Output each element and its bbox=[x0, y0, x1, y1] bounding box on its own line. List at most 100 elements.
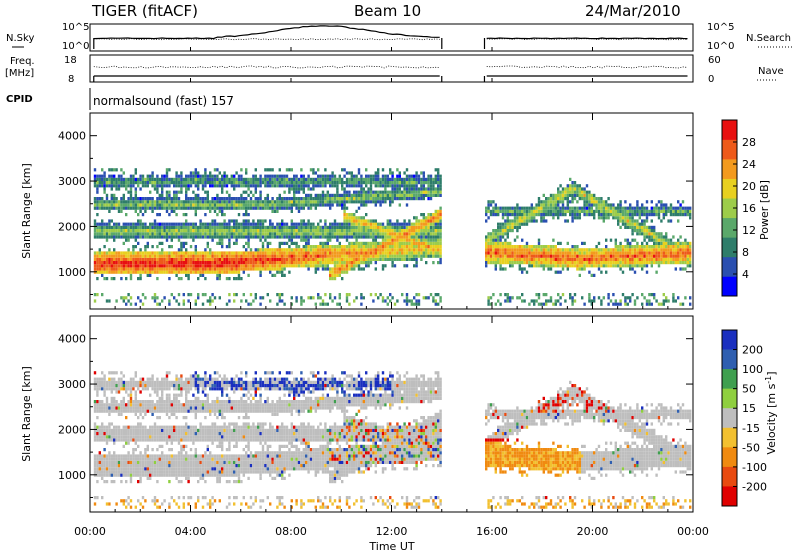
power-cell bbox=[165, 200, 169, 204]
power-cell bbox=[249, 267, 253, 271]
power-cell bbox=[429, 245, 433, 249]
power-cell bbox=[559, 213, 562, 217]
power-cell bbox=[434, 238, 437, 242]
power-cell bbox=[108, 222, 111, 226]
power-cell bbox=[662, 235, 665, 239]
power-cell bbox=[427, 193, 430, 197]
power-cell bbox=[177, 302, 181, 306]
power-cell bbox=[518, 296, 521, 300]
power-cell bbox=[96, 187, 99, 191]
power-cell bbox=[249, 222, 253, 226]
power-cell bbox=[197, 293, 200, 297]
power-cell bbox=[129, 177, 133, 181]
power-cell bbox=[609, 251, 613, 255]
power-cell bbox=[566, 184, 569, 188]
power-cell bbox=[213, 235, 217, 239]
power-cell bbox=[125, 296, 128, 300]
power-cell bbox=[206, 257, 209, 261]
power-cell bbox=[547, 245, 550, 249]
power-cell bbox=[252, 184, 255, 188]
power-cell bbox=[492, 229, 495, 233]
power-cell bbox=[129, 229, 133, 233]
power-cell bbox=[151, 222, 154, 226]
power-cell bbox=[233, 235, 236, 239]
power-cell bbox=[137, 232, 140, 236]
power-cell bbox=[633, 206, 637, 210]
power-cell bbox=[230, 219, 233, 223]
power-cell bbox=[345, 177, 349, 181]
power-cell bbox=[221, 267, 224, 271]
power-cell bbox=[101, 264, 104, 268]
power-cell bbox=[281, 254, 284, 258]
power-cell bbox=[141, 257, 145, 261]
power-cell bbox=[329, 229, 332, 233]
power-cell bbox=[341, 203, 344, 207]
power-cell bbox=[132, 197, 135, 201]
power-cell bbox=[329, 257, 332, 261]
power-cell bbox=[211, 232, 214, 236]
power-cell bbox=[427, 174, 430, 178]
power-cell bbox=[523, 216, 526, 220]
power-cell bbox=[597, 241, 601, 245]
power-cell bbox=[161, 248, 164, 252]
power-cell bbox=[153, 261, 157, 265]
power-cell bbox=[129, 222, 133, 226]
power-cell bbox=[391, 238, 394, 242]
power-cell bbox=[662, 238, 665, 242]
power-cell bbox=[168, 190, 171, 194]
power-cell bbox=[199, 257, 202, 261]
power-cell bbox=[401, 222, 404, 226]
power-cell bbox=[228, 203, 231, 207]
power-cell bbox=[405, 257, 409, 261]
power-cell bbox=[525, 251, 529, 255]
power-cell bbox=[132, 222, 135, 226]
power-cell bbox=[525, 241, 529, 245]
power-cell bbox=[333, 181, 337, 185]
power-cell bbox=[501, 209, 505, 213]
power-cell bbox=[345, 193, 349, 197]
power-cell bbox=[530, 206, 533, 210]
power-cell bbox=[204, 229, 207, 233]
power-cell bbox=[321, 245, 325, 249]
power-cell bbox=[187, 254, 190, 258]
power-cell bbox=[410, 299, 413, 303]
power-cell bbox=[245, 209, 248, 213]
power-cell bbox=[233, 299, 236, 303]
power-cell bbox=[283, 241, 286, 245]
power-cell bbox=[276, 174, 279, 178]
power-cell bbox=[427, 232, 430, 236]
power-cell bbox=[110, 197, 113, 201]
power-cell bbox=[629, 219, 632, 223]
power-cell bbox=[636, 254, 639, 258]
power-cell bbox=[113, 238, 116, 242]
power-cell bbox=[660, 219, 663, 223]
power-cell bbox=[96, 229, 99, 233]
power-cell bbox=[134, 193, 137, 197]
power-cell bbox=[283, 200, 286, 204]
power-cell bbox=[393, 251, 397, 255]
power-cell bbox=[600, 254, 603, 258]
power-cell bbox=[129, 184, 133, 188]
power-cell bbox=[108, 184, 111, 188]
power-cell bbox=[643, 206, 646, 210]
power-cell bbox=[115, 257, 118, 261]
power-cell bbox=[679, 257, 682, 261]
power-cell bbox=[578, 254, 581, 258]
power-cell bbox=[561, 209, 565, 213]
power-cell bbox=[650, 209, 653, 213]
power-cell bbox=[168, 264, 171, 268]
power-cell bbox=[590, 273, 593, 277]
power-cell bbox=[194, 299, 197, 303]
power-cell bbox=[415, 238, 418, 242]
power-cell bbox=[247, 206, 250, 210]
power-cell bbox=[667, 245, 670, 249]
power-cell bbox=[552, 206, 555, 210]
power-cell bbox=[386, 296, 389, 300]
power-cell bbox=[674, 209, 677, 213]
power-cell bbox=[134, 264, 137, 268]
power-cell bbox=[629, 257, 632, 261]
power-cell bbox=[521, 293, 524, 297]
power-cell bbox=[660, 203, 663, 207]
power-cell bbox=[557, 241, 560, 245]
power-cell bbox=[233, 277, 236, 281]
